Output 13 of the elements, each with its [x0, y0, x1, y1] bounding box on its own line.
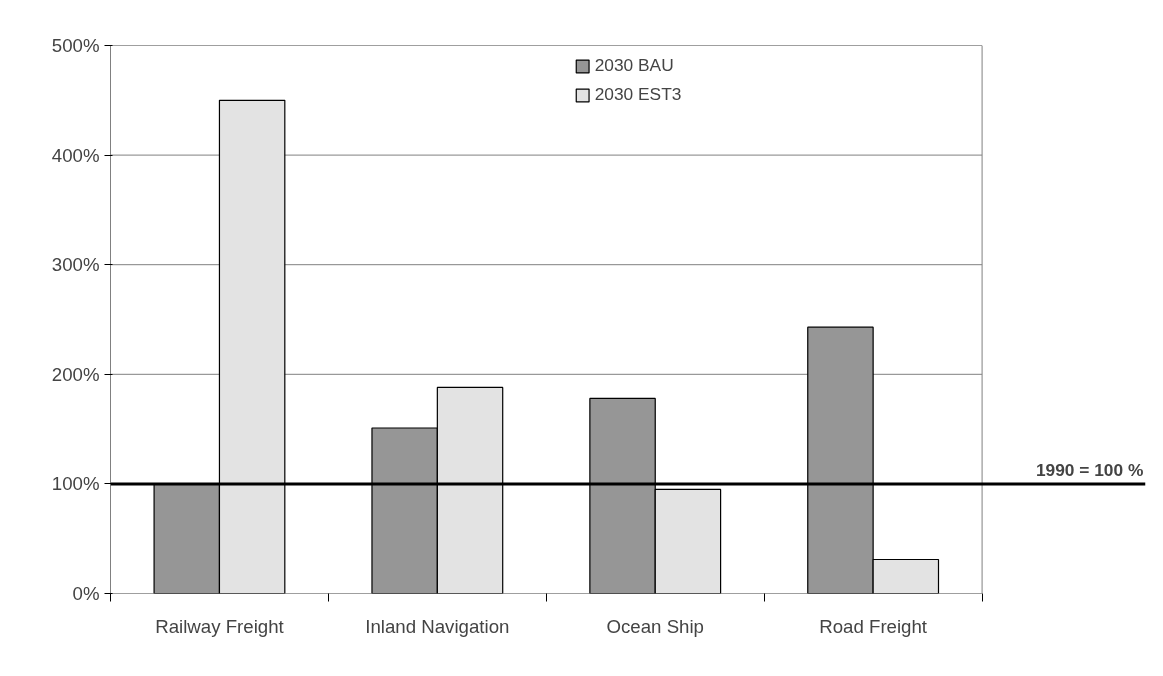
y-tick-label: 0%	[72, 583, 100, 604]
y-tick-label: 100%	[51, 473, 100, 495]
y-tick-label: 400%	[51, 144, 100, 166]
y-tick-label: 500%	[51, 35, 100, 56]
y-tick-label: 300%	[51, 254, 100, 276]
x-tick-label: Road Freight	[819, 615, 928, 637]
legend-label: 2030 BAU	[594, 55, 674, 76]
ref-line-label: 1990 = 100 %	[1035, 459, 1144, 480]
y-tick-label: 200%	[51, 363, 100, 385]
x-tick-label: Ocean Ship	[606, 615, 704, 637]
x-tick-label: Railway Freight	[155, 615, 285, 637]
legend-label: 2030 EST3	[594, 84, 682, 105]
x-tick-label: Inland Navigation	[365, 615, 510, 637]
